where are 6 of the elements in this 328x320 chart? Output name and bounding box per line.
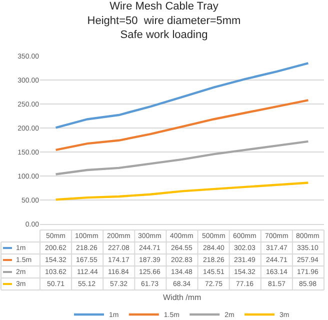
line-series <box>54 182 310 201</box>
chart-title: Wire Mesh Cable Tray Height=50 wire diameter=5mm Safe work loading <box>87 0 241 42</box>
line-series <box>54 140 310 176</box>
line-series <box>54 62 310 129</box>
line-series <box>54 99 310 152</box>
text: Width /mm <box>163 293 202 302</box>
